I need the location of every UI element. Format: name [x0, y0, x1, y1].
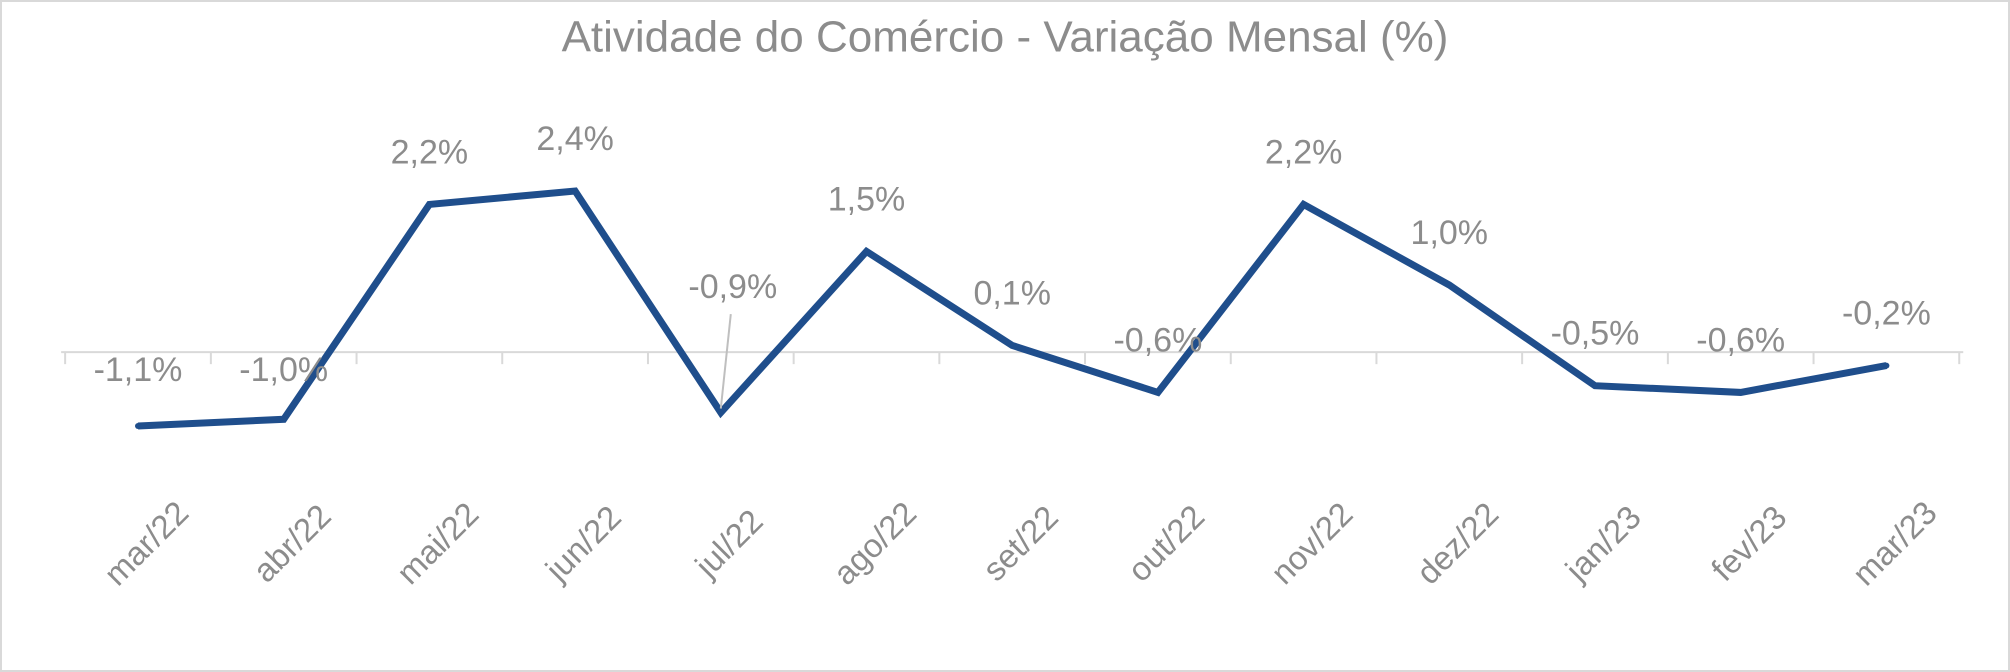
data-point — [1300, 201, 1307, 208]
data-point — [863, 248, 870, 255]
data-label: 2,4% — [536, 120, 614, 158]
data-point — [1446, 282, 1453, 288]
data-label: -0,6% — [1696, 321, 1785, 359]
data-point — [1154, 389, 1161, 396]
data-label: 1,0% — [1411, 214, 1489, 252]
data-point — [1009, 342, 1016, 349]
data-point — [572, 188, 579, 194]
data-label: 2,2% — [391, 133, 469, 171]
data-point — [280, 416, 287, 423]
data-point — [135, 423, 141, 429]
data-label: 2,2% — [1265, 133, 1343, 171]
data-label: -0,5% — [1551, 315, 1640, 353]
chart-title: Atividade do Comércio - Variação Mensal … — [562, 13, 1449, 62]
data-point — [1737, 389, 1744, 396]
data-label: -0,6% — [1113, 321, 1202, 359]
data-label: -1,1% — [94, 351, 183, 389]
data-label: 1,5% — [828, 180, 906, 218]
data-point — [717, 409, 724, 416]
data-point — [1883, 362, 1890, 369]
data-label: -0,9% — [688, 268, 777, 306]
data-label: -0,2% — [1842, 295, 1931, 333]
data-point — [1592, 382, 1598, 389]
data-point — [426, 201, 433, 208]
leader-line — [719, 314, 732, 409]
data-label: -1,0% — [239, 351, 328, 389]
data-label: 0,1% — [973, 274, 1051, 312]
